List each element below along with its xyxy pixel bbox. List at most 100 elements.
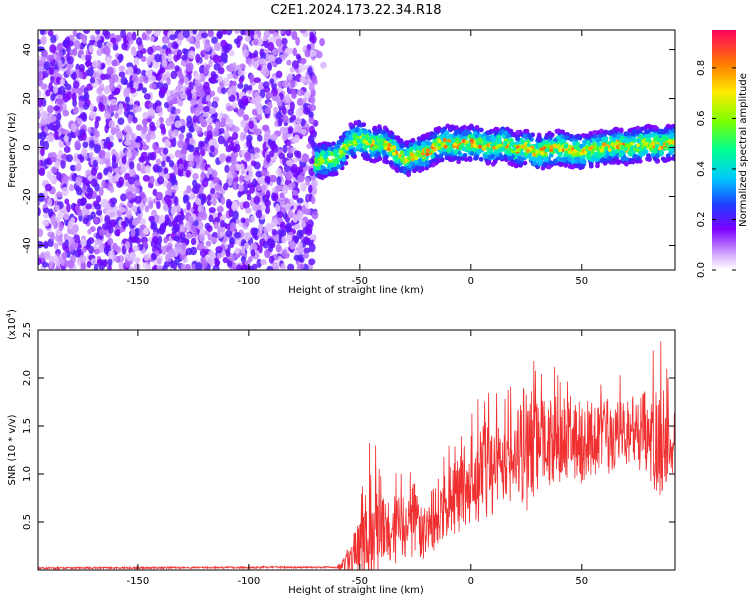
heatmap-cell xyxy=(142,111,150,120)
heatmap-cell xyxy=(238,77,244,84)
heatmap-cell xyxy=(192,115,198,123)
heatmap-cell xyxy=(46,135,54,142)
heatmap-hot-cell xyxy=(490,142,495,147)
heatmap-cell xyxy=(424,160,430,165)
heatmap-cell xyxy=(271,48,279,56)
heatmap-hot-cell xyxy=(620,144,625,149)
snr-y-ticks: 0.51.01.52.02.5 xyxy=(22,322,675,530)
heatmap-cell xyxy=(123,79,129,86)
heatmap-cell xyxy=(300,128,307,135)
heatmap-cell xyxy=(549,132,555,138)
heatmap-cell xyxy=(118,206,127,213)
heatmap-cell xyxy=(229,236,235,245)
heatmap-cell xyxy=(103,246,109,255)
heatmap-cell xyxy=(148,215,155,222)
heatmap-cell xyxy=(215,121,221,129)
heatmap-cell xyxy=(89,110,97,120)
heatmap-cell xyxy=(664,128,669,133)
heatmap-cell xyxy=(173,196,179,206)
heatmap-cell xyxy=(320,158,325,164)
heatmap-cell xyxy=(210,237,218,244)
heatmap-cell xyxy=(323,170,329,175)
heatmap-cell xyxy=(185,247,193,256)
heatmap-hot-cell xyxy=(549,148,554,153)
heatmap-cell xyxy=(247,85,253,91)
heatmap-cell xyxy=(124,240,131,251)
heatmap-cell xyxy=(216,252,222,259)
heatmap-cell xyxy=(299,30,307,34)
heatmap-cell xyxy=(63,212,70,221)
spectrogram-y-label: Frequency (Hz) xyxy=(7,112,18,188)
heatmap-cell xyxy=(538,160,544,165)
heatmap-cell xyxy=(548,160,554,166)
heatmap-hot-cell xyxy=(391,151,396,156)
snr-multiplier-text: (x10 xyxy=(7,317,18,340)
heatmap-cell xyxy=(101,223,109,231)
heatmap-cell xyxy=(52,254,59,265)
y-tick-label: 0.5 xyxy=(22,514,33,530)
heatmap-cell xyxy=(389,134,395,140)
heatmap-cell xyxy=(250,98,257,105)
heatmap-cell xyxy=(307,66,313,76)
heatmap-cell xyxy=(87,228,92,235)
heatmap-cell xyxy=(197,98,202,105)
heatmap-cell xyxy=(438,153,444,159)
heatmap-cell xyxy=(531,156,537,162)
heatmap-cell xyxy=(570,164,575,170)
heatmap-hot-cell xyxy=(425,152,430,157)
heatmap-cell xyxy=(412,168,417,174)
heatmap-cell xyxy=(115,87,121,94)
heatmap-cell xyxy=(60,128,67,135)
heatmap-cell xyxy=(62,251,67,261)
heatmap-cell xyxy=(40,36,47,45)
heatmap-cell xyxy=(173,223,181,233)
heatmap-cell xyxy=(243,151,252,160)
heatmap-cell xyxy=(39,55,47,62)
heatmap-cell xyxy=(186,115,193,124)
heatmap-cell xyxy=(231,200,239,210)
heatmap-cell xyxy=(439,128,445,134)
heatmap-hot-cell xyxy=(659,141,664,146)
heatmap-cell xyxy=(208,214,214,223)
heatmap-cell xyxy=(209,76,217,85)
heatmap-hot-cell xyxy=(371,139,376,144)
heatmap-cell xyxy=(301,220,307,228)
heatmap-cell xyxy=(652,125,658,130)
heatmap-cell xyxy=(672,156,675,162)
heatmap-cell xyxy=(94,119,99,129)
heatmap-cell xyxy=(582,139,587,145)
heatmap-cell xyxy=(125,210,133,219)
heatmap-cell xyxy=(503,130,508,136)
heatmap-cell xyxy=(84,53,92,62)
heatmap-cell xyxy=(260,202,267,211)
heatmap-cell xyxy=(196,204,205,212)
heatmap-cell xyxy=(517,155,523,161)
heatmap-cell xyxy=(208,249,215,259)
heatmap-cell xyxy=(186,185,192,194)
heatmap-cell xyxy=(395,144,400,150)
heatmap-cell xyxy=(319,37,325,47)
heatmap-cell xyxy=(303,247,311,254)
heatmap-cell xyxy=(87,175,93,182)
heatmap-cell xyxy=(114,112,119,119)
heatmap-cell xyxy=(226,105,234,112)
heatmap-cell xyxy=(205,95,211,102)
heatmap-hot-cell xyxy=(392,145,397,150)
heatmap-hot-cell xyxy=(579,151,584,156)
heatmap-cell xyxy=(287,146,293,154)
heatmap-cell xyxy=(43,61,51,71)
heatmap-cell xyxy=(178,77,185,85)
heatmap-cell xyxy=(184,77,189,86)
heatmap-cell xyxy=(43,241,49,249)
heatmap-cell xyxy=(255,114,263,121)
heatmap-cell xyxy=(291,60,299,70)
heatmap-cell xyxy=(217,75,224,83)
heatmap-hot-cell xyxy=(534,150,539,155)
heatmap-cell xyxy=(408,146,414,152)
heatmap-cell xyxy=(518,131,524,137)
heatmap-cell xyxy=(618,152,624,158)
heatmap-cell xyxy=(93,263,99,270)
snr-multiplier-exponent: 4 xyxy=(5,312,13,317)
y-tick-label: 2.0 xyxy=(22,370,33,386)
heatmap-cell xyxy=(274,266,280,270)
